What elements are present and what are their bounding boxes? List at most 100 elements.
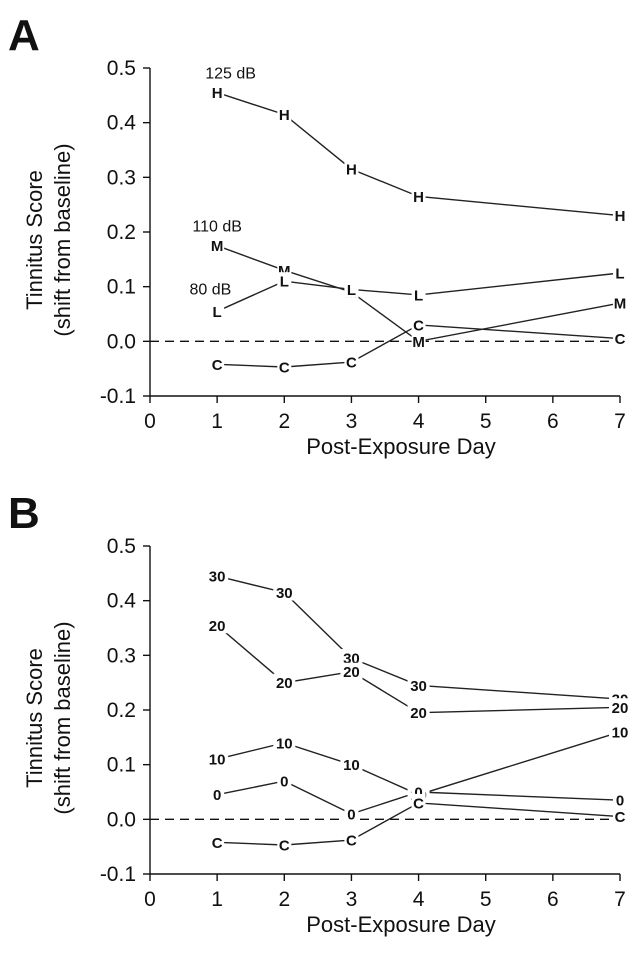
data-point-20: 20	[410, 705, 427, 722]
data-point-L: L	[213, 304, 222, 321]
x-tick-label: 2	[278, 410, 290, 433]
marker-background	[411, 332, 426, 350]
data-point-L: L	[347, 282, 356, 299]
marker-background	[340, 662, 363, 680]
panel-letter: A	[8, 11, 40, 60]
data-point-20: 20	[276, 675, 293, 692]
data-point-30: 30	[410, 678, 427, 695]
marker-background	[407, 703, 430, 721]
data-point-C: C	[212, 835, 223, 852]
data-point-L: L	[414, 287, 423, 304]
marker-background	[407, 676, 430, 694]
data-point-C: C	[279, 838, 290, 855]
annotation-label: 110 dB	[192, 219, 242, 236]
x-axis-title: Post-Exposure Day	[306, 434, 496, 459]
data-point-C: C	[413, 317, 424, 334]
data-point-C: C	[346, 833, 357, 850]
marker-background	[206, 567, 229, 585]
marker-background	[277, 836, 292, 854]
x-tick-label: 7	[614, 888, 626, 911]
panel-b: B -0.1 0.0 0.1 0.2 0.3 0.4 0.5 0 1 2 3 4 5 6 7 Post-Expo…	[8, 489, 631, 937]
data-point-C: C	[279, 360, 290, 377]
marker-background	[613, 807, 627, 825]
y-tick-label: 0.5	[107, 57, 136, 80]
data-point-L: L	[615, 266, 624, 283]
x-tick-label: 2	[278, 888, 290, 911]
y-axis-title: Tinnitus Score	[22, 170, 47, 310]
data-point-H: H	[413, 189, 424, 206]
marker-background	[340, 755, 363, 773]
marker-background	[277, 105, 292, 123]
y-axis-title: Tinnitus Score	[22, 648, 47, 788]
marker-background	[210, 236, 225, 254]
y-tick-label: 0.3	[107, 166, 136, 189]
panel-letter: B	[8, 489, 40, 538]
data-point-30: 30	[276, 585, 293, 602]
marker-background	[344, 804, 359, 822]
data-point-C: C	[615, 809, 626, 826]
panel-a: A -0.1 0.0 0.1 0.2 0.3 0.4 0.5 0 1 2 3 4 5 6 7 Post-Expo…	[8, 11, 627, 459]
y-tick-label: 0.4	[107, 590, 137, 613]
marker-background	[273, 583, 296, 601]
y-tick-label: 0.5	[107, 535, 136, 558]
marker-background	[411, 187, 426, 205]
marker-background	[609, 698, 631, 716]
data-point-C: C	[346, 355, 357, 372]
y-tick-label: -0.1	[100, 863, 136, 886]
marker-background	[411, 315, 426, 333]
y-tick-label: 0.2	[107, 699, 136, 722]
annotation-label: 80 dB	[190, 281, 232, 298]
marker-background	[613, 206, 627, 224]
y-tick-label: 0.1	[107, 276, 136, 299]
data-point-10: 10	[209, 752, 226, 769]
marker-background	[609, 722, 631, 740]
x-tick-label: 3	[346, 888, 358, 911]
data-point-C: C	[212, 357, 223, 374]
data-point-M: M	[412, 334, 425, 351]
x-tick-label: 5	[480, 410, 492, 433]
x-tick-label: 4	[413, 410, 425, 433]
x-tick-label: 1	[211, 410, 223, 433]
x-tick-label: 4	[413, 888, 425, 911]
marker-background	[206, 750, 229, 768]
marker-background	[273, 673, 296, 691]
data-point-10: 10	[612, 724, 629, 741]
data-point-H: H	[615, 208, 626, 225]
y-tick-label: 0.1	[107, 754, 136, 777]
data-point-M: M	[211, 238, 224, 255]
marker-background	[613, 264, 627, 281]
x-tick-label: 6	[547, 410, 559, 433]
data-point-0: 0	[616, 793, 624, 810]
marker-background	[344, 160, 359, 178]
marker-background	[344, 353, 359, 371]
y-tick-label: 0.2	[107, 221, 136, 244]
x-tick-label: 3	[346, 410, 358, 433]
marker-background	[344, 831, 359, 849]
x-tick-label: 0	[144, 888, 156, 911]
data-point-0: 0	[347, 806, 355, 823]
x-tick-label: 1	[211, 888, 223, 911]
x-tick-label: 5	[480, 888, 492, 911]
marker-background	[340, 649, 363, 667]
data-point-C: C	[413, 795, 424, 812]
data-point-H: H	[212, 85, 223, 102]
marker-background	[210, 833, 225, 851]
marker-background	[613, 294, 627, 312]
y-tick-label: 0.0	[107, 808, 136, 831]
marker-background	[273, 733, 296, 751]
marker-background	[210, 302, 225, 320]
data-point-10: 10	[343, 757, 360, 774]
marker-background	[344, 280, 359, 298]
marker-background	[411, 285, 426, 303]
data-point-H: H	[279, 107, 290, 124]
marker-background	[206, 616, 229, 634]
y-tick-label: 0.0	[107, 330, 136, 353]
y-axis-title: (shift from baseline)	[50, 143, 75, 336]
x-tick-label: 7	[614, 410, 626, 433]
series-line-20	[216, 624, 621, 714]
data-point-L: L	[280, 274, 289, 291]
data-point-10: 10	[276, 735, 293, 752]
y-tick-label: -0.1	[100, 385, 136, 408]
marker-background	[210, 83, 225, 101]
